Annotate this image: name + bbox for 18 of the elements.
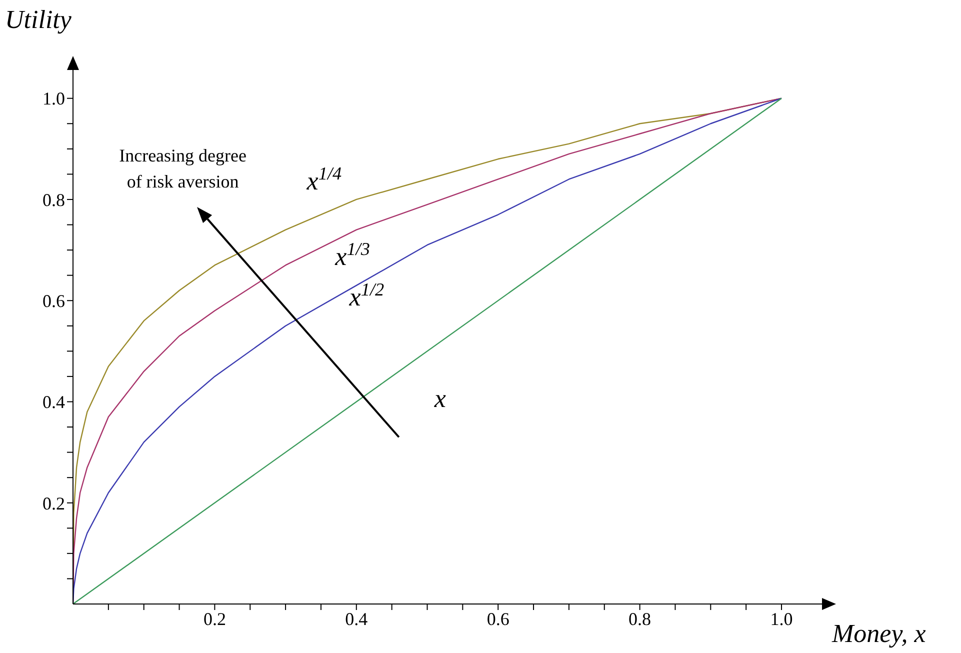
y-axis-title: Utility	[5, 5, 72, 34]
series-label: x$^{1/3}$	[334, 239, 370, 272]
y-tick-label: 0.6	[42, 290, 65, 311]
series-label: x	[433, 384, 446, 413]
annotation: Increasing degree of risk aversion	[119, 146, 247, 192]
y-tick-label: 0.4	[42, 392, 65, 412]
y-tick-label: 0.8	[42, 190, 65, 210]
series-label: x$^{1/4}$	[306, 163, 342, 196]
x-tick-label: 0.8	[628, 608, 652, 629]
x-tick-label: 1.0	[770, 608, 793, 629]
series-label: x$^{1/2}$	[348, 280, 384, 312]
x-axis-title: Money, x	[831, 619, 926, 648]
x-tick-label: 0.4	[345, 608, 368, 629]
line-series	[73, 98, 782, 604]
x-tick-label: 0.6	[486, 608, 510, 629]
y-tick-label: 1.0	[42, 88, 65, 109]
x-tick-label: 0.2	[203, 608, 226, 629]
y-tick-label: 0.2	[42, 493, 65, 514]
